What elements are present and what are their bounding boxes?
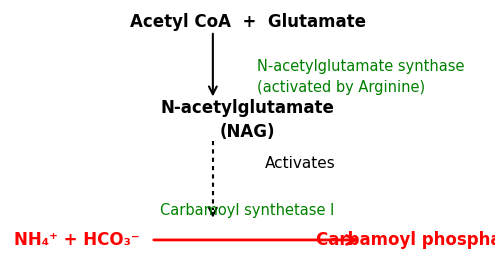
Text: N-acetylglutamate synthase
(activated by Arginine): N-acetylglutamate synthase (activated by… xyxy=(257,59,465,95)
Text: Carbamoyl synthetase I: Carbamoyl synthetase I xyxy=(160,203,335,218)
Text: NH₄⁺ + HCO₃⁻: NH₄⁺ + HCO₃⁻ xyxy=(14,231,140,249)
Text: Acetyl CoA  +  Glutamate: Acetyl CoA + Glutamate xyxy=(130,13,365,31)
Text: Activates: Activates xyxy=(265,156,336,171)
Text: Carbamoyl phosphate: Carbamoyl phosphate xyxy=(316,231,495,249)
Text: N-acetylglutamate
(NAG): N-acetylglutamate (NAG) xyxy=(160,99,335,141)
